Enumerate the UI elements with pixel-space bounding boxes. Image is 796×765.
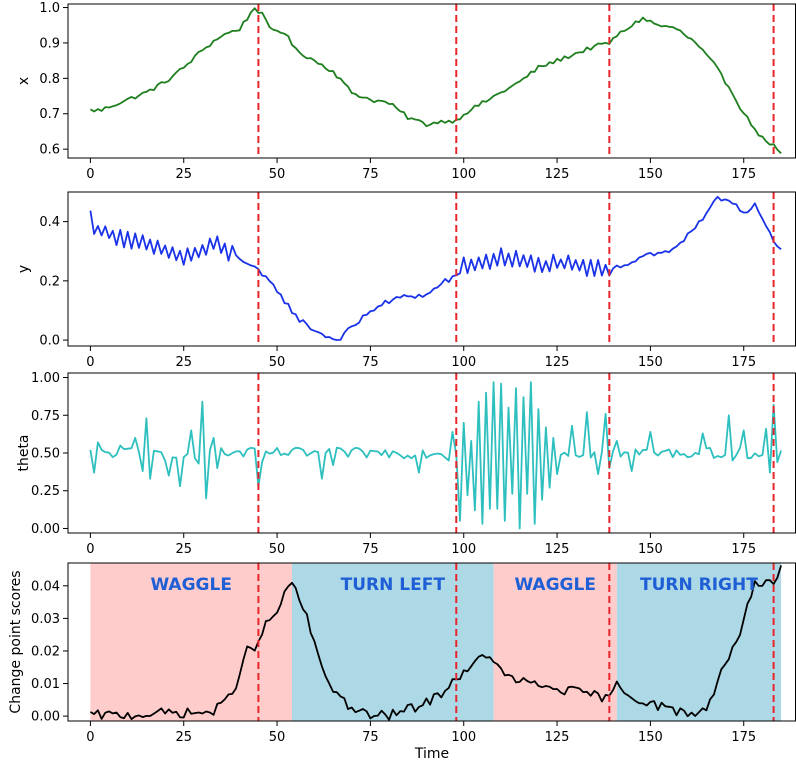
x-tick-label: 0 — [86, 730, 94, 745]
y-tick-label: 0.6 — [39, 143, 60, 158]
y-tick-label: 0.7 — [39, 107, 60, 122]
y-tick-label: 0.01 — [31, 677, 60, 692]
x-tick-label: 50 — [269, 730, 286, 745]
x-tick-label: 150 — [638, 355, 663, 370]
y-tick-label: 1.0 — [39, 1, 60, 16]
x-tick-label: 125 — [545, 730, 570, 745]
y-tick-label: 1.00 — [31, 371, 60, 386]
x-tick-label: 75 — [362, 167, 379, 182]
x-tick-label: 0 — [86, 355, 94, 370]
y-tick-label: 0.00 — [31, 522, 60, 537]
y-axis-label-y: y — [16, 265, 32, 273]
y-tick-label: 0.00 — [31, 710, 60, 725]
x-tick-label: 0 — [86, 542, 94, 557]
x-tick-label: 175 — [731, 542, 756, 557]
region-band-2 — [292, 563, 494, 721]
series-line-scores — [89, 565, 782, 721]
y-tick-label: 0.50 — [31, 447, 60, 462]
y-tick-label: 0.9 — [39, 36, 60, 51]
subplot-change-point-scores: WAGGLE TURN LEFT WAGGLE TURN RIGHT 0.00 0.01 0… — [8, 562, 796, 745]
y-axis-label-theta: theta — [16, 434, 32, 471]
region-label-3: WAGGLE — [514, 575, 596, 595]
y-tick-label: 0.25 — [31, 484, 60, 499]
subplot-y: 0.0 0.2 0.4 0 25 50 75 100 125 150 175 y — [16, 191, 796, 370]
region-label-4: TURN RIGHT — [640, 575, 758, 595]
x-tick-label: 175 — [731, 167, 756, 182]
x-tick-label: 25 — [175, 167, 192, 182]
y-tick-label: 0.04 — [31, 579, 60, 594]
series-line-theta — [89, 381, 782, 530]
x-tick-label: 175 — [731, 355, 756, 370]
x-tick-label: 100 — [451, 355, 476, 370]
x-tick-label: 75 — [362, 730, 379, 745]
y-tick-label: 0.03 — [31, 612, 60, 627]
x-tick-label: 50 — [269, 167, 286, 182]
axes-frame — [67, 191, 796, 347]
y-axis-label-x: x — [16, 77, 32, 85]
x-tick-label: 50 — [269, 542, 286, 557]
y-tick-label: 0.02 — [31, 644, 60, 659]
axes-frame — [67, 3, 796, 159]
y-tick-label: 0.0 — [39, 334, 60, 349]
x-tick-label: 125 — [545, 542, 570, 557]
x-tick-label: 100 — [451, 730, 476, 745]
y-tick-label: 0.2 — [39, 274, 60, 289]
axes-frame — [67, 372, 796, 534]
region-label-2: TURN LEFT — [341, 575, 446, 595]
y-axis-label-scores: Change point scores — [8, 570, 24, 713]
series-line-x — [89, 7, 782, 154]
y-tick-label: 0.75 — [31, 409, 60, 424]
x-tick-label: 25 — [175, 542, 192, 557]
x-tick-label: 175 — [731, 730, 756, 745]
x-tick-label: 150 — [638, 730, 663, 745]
x-tick-label: 75 — [362, 355, 379, 370]
x-tick-label: 100 — [451, 542, 476, 557]
y-tick-label: 0.8 — [39, 72, 60, 87]
y-tick-label: 0.4 — [39, 215, 60, 230]
x-tick-label: 125 — [545, 355, 570, 370]
x-tick-label: 0 — [86, 167, 94, 182]
x-tick-label: 25 — [175, 355, 192, 370]
x-tick-label: 25 — [175, 730, 192, 745]
series-line-y — [89, 195, 782, 341]
x-tick-label: 125 — [545, 167, 570, 182]
region-band-3 — [493, 563, 617, 721]
x-tick-label: 100 — [451, 167, 476, 182]
subplot-x: 0.6 0.7 0.8 0.9 1.0 0 25 50 75 100 125 150 175 x — [16, 1, 796, 182]
x-axis-label: Time — [414, 746, 449, 762]
x-tick-label: 75 — [362, 542, 379, 557]
x-tick-label: 50 — [269, 355, 286, 370]
x-tick-label: 150 — [638, 542, 663, 557]
x-tick-label: 150 — [638, 167, 663, 182]
region-label-1: WAGGLE — [150, 575, 232, 595]
subplot-theta: 0.00 0.25 0.50 0.75 1.00 0 25 50 75 100 125 150 175 t… — [16, 371, 796, 557]
